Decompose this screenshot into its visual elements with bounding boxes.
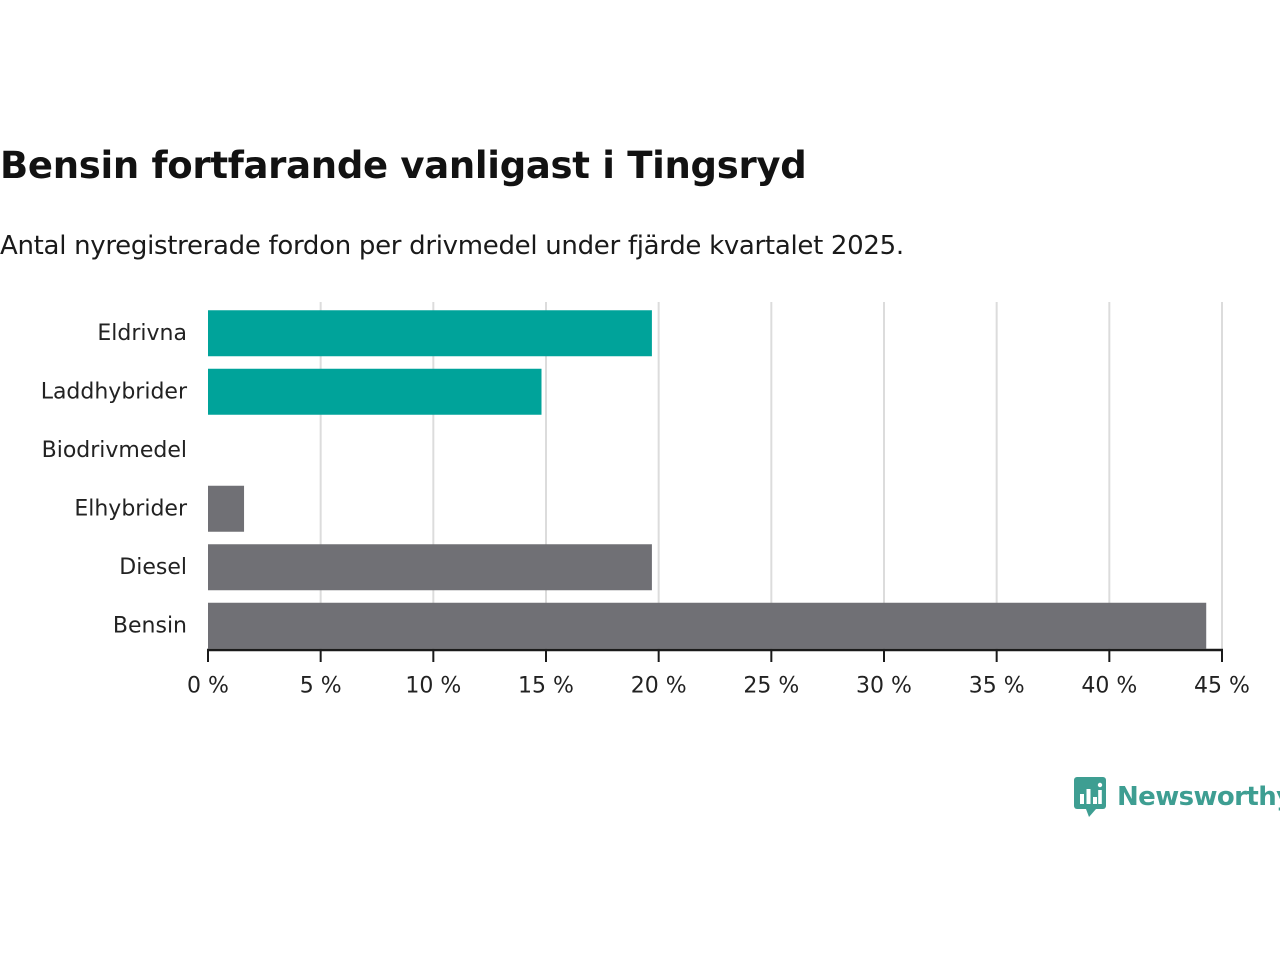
- bar-laddhybrider: [208, 368, 542, 415]
- chart-subtitle: Antal nyregistrerade fordon per drivmede…: [0, 231, 904, 261]
- bars: [208, 310, 1207, 649]
- y-tick-label: Diesel: [119, 555, 187, 580]
- x-tick-label: 30 %: [856, 674, 912, 699]
- bar-eldrivna: [208, 310, 652, 357]
- x-tick-label: 35 %: [969, 674, 1025, 699]
- x-tick-label: 15 %: [518, 674, 574, 699]
- y-tick-label: Laddhybrider: [41, 379, 188, 404]
- bar-bensin: [208, 602, 1207, 649]
- y-tick-label: Bensin: [113, 613, 187, 638]
- y-tick-label: Biodrivmedel: [42, 438, 187, 463]
- gridlines: [319, 302, 1223, 650]
- newsworthy-chart-icon: [1074, 777, 1106, 817]
- y-tick-label: Elhybrider: [74, 496, 188, 521]
- x-tick-label: 40 %: [1081, 674, 1137, 699]
- x-axis: 0 % 5 % 10 % 15 % 20 % 25 % 30 % 35 % 40 % 45 %: [187, 648, 1250, 699]
- x-tick-label: 20 %: [631, 674, 687, 699]
- y-tick-label: Eldrivna: [97, 321, 187, 346]
- x-tick-label: 25 %: [743, 674, 799, 699]
- bar-diesel: [208, 544, 652, 591]
- bar-elhybrider: [208, 485, 245, 532]
- x-tick-label: 0 %: [187, 674, 229, 699]
- x-tick-label: 10 %: [405, 674, 461, 699]
- y-axis-labels: Eldrivna Laddhybrider Biodrivmedel Elhybrid…: [41, 321, 188, 639]
- brand-name: Newsworthy: [1117, 782, 1280, 812]
- newsworthy-logo: Newsworthy: [1073, 776, 1280, 818]
- chart-title: Bensin fortfarande vanligast i Tingsryd: [0, 144, 807, 187]
- x-tick-label: 5 %: [300, 674, 342, 699]
- x-tick-label: 45 %: [1194, 674, 1250, 699]
